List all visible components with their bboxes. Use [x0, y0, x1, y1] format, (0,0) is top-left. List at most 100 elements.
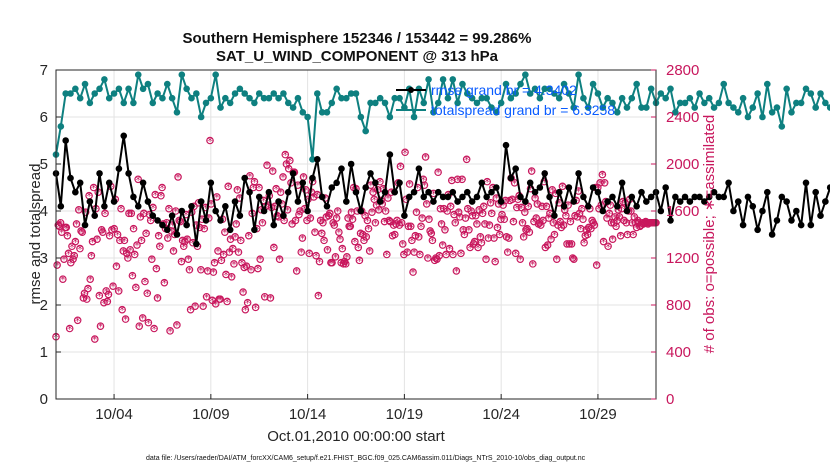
totalspread-point: [289, 104, 297, 111]
obs-assimilated-point: *: [165, 233, 171, 246]
obs-assimilated-point: *: [320, 217, 326, 230]
obs-assimilated-point: *: [243, 304, 249, 317]
obs-possible-point: [500, 215, 509, 224]
obs-possible-point: [244, 231, 253, 240]
totalspread-point: [497, 99, 505, 107]
obs-assimilated-point: *: [553, 188, 559, 201]
obs-possible-point: [401, 148, 409, 157]
obs-possible-point: [291, 216, 300, 225]
obs-assimilated-point: *: [130, 270, 136, 283]
obs-possible-point: [348, 215, 357, 224]
totalspread-point: [730, 104, 737, 111]
obs-possible-point: [422, 200, 431, 208]
obs-assimilated-point: *: [476, 204, 482, 217]
obs-possible-point: [250, 177, 259, 186]
obs-possible-point: [462, 155, 471, 164]
obs-assimilated-point: *: [562, 204, 568, 217]
obs-possible-point: [312, 251, 320, 260]
totalspread-point: [318, 109, 326, 116]
obs-assimilated-point: *: [342, 256, 348, 269]
obs-assimilated-point: *: [198, 264, 204, 277]
obs-assimilated-point: *: [386, 215, 392, 228]
obs-possible-point: [59, 275, 67, 283]
obs-assimilated-point: *: [616, 204, 622, 217]
rmse-point: [289, 170, 297, 177]
rmse-point: [551, 212, 558, 219]
obs-assimilated-point: *: [605, 241, 611, 254]
obs-assimilated-point: *: [77, 243, 83, 256]
rmse-point: [759, 207, 766, 215]
obs-possible-point: [320, 236, 328, 245]
rmse-point: [696, 193, 703, 201]
obs-possible-point: [544, 214, 553, 222]
obs-assimilated-point: *: [365, 215, 371, 228]
obs-possible-point: [335, 228, 343, 236]
obs-assimilated-point: *: [208, 198, 214, 211]
obs-possible-point: [160, 278, 169, 287]
obs-assimilated-point: *: [405, 247, 411, 260]
obs-assimilated-point: *: [65, 230, 71, 243]
rmse-point: [817, 212, 824, 219]
obs-assimilated-point: *: [433, 253, 439, 266]
obs-assimilated-point: *: [224, 296, 230, 309]
totalspread-point: [260, 94, 268, 102]
totalspread-point: [560, 80, 568, 88]
obs-assimilated-point: *: [515, 194, 521, 207]
obs-assimilated-point: *: [336, 227, 342, 240]
obs-assimilated-point: *: [295, 180, 301, 193]
rmse-point: [202, 217, 210, 224]
rmse-point: [168, 212, 176, 219]
totalspread-point: [110, 90, 118, 97]
obs-assimilated-point: *: [358, 228, 364, 241]
totalspread-point: [275, 94, 282, 102]
obs-possible-point: [256, 255, 264, 263]
totalspread-point: [125, 85, 132, 93]
obs-possible-point: [134, 175, 142, 184]
obs-possible-point: [297, 248, 306, 256]
obs-assimilated-point: *: [502, 214, 508, 227]
obs-possible-point: [148, 255, 156, 263]
obs-assimilated-point: *: [537, 217, 543, 230]
totalspread-point: [584, 104, 592, 111]
obs-assimilated-point: *: [223, 269, 229, 282]
obs-assimilated-point: *: [79, 227, 85, 240]
rmse-point: [483, 193, 490, 201]
obs-possible-point: [384, 194, 392, 202]
obs-assimilated-point: *: [377, 176, 383, 189]
obs-assimilated-point: *: [587, 203, 593, 216]
obs-assimilated-point: *: [100, 227, 106, 240]
y-axis-label-right: # of obs: o=possible; ∗=assimilated: [701, 115, 718, 354]
obs-possible-point: [86, 275, 95, 283]
obs-assimilated-point: *: [528, 183, 534, 196]
obs-assimilated-point: *: [211, 267, 217, 280]
rmse-point: [730, 207, 737, 215]
obs-possible-point: [286, 156, 294, 165]
rmse-point: [197, 198, 205, 205]
obs-assimilated-point: *: [229, 271, 235, 284]
obs-assimilated-point: *: [351, 182, 357, 195]
y-axis-right: 0 400 800 1200 1600 2000 2400 2800: [651, 62, 699, 408]
rmse-point: [526, 179, 534, 187]
obs-assimilated-point: *: [533, 213, 539, 226]
obs-possible-point: [458, 175, 466, 184]
rmse-point: [139, 179, 147, 187]
rmse-point: [507, 174, 515, 182]
obs-possible-point: [382, 250, 391, 259]
obs-possible-point: [441, 226, 449, 234]
obs-assimilated-point: *: [230, 243, 236, 256]
obs-possible-point: [375, 206, 383, 214]
obs-possible-point: [156, 242, 164, 251]
obs-assimilated-point: *: [256, 182, 262, 195]
obs-assimilated-point: *: [416, 231, 422, 244]
obs-possible-point: [566, 217, 575, 226]
obs-possible-point: [487, 209, 496, 218]
obs-possible-point: [395, 221, 404, 229]
obs-possible-point: [557, 223, 566, 232]
x-tick-label: 10/19: [386, 406, 424, 423]
obs-assimilated-point: *: [547, 208, 553, 221]
obs-assimilated-point: *: [630, 229, 636, 242]
obs-assimilated-point: *: [148, 215, 154, 228]
rmse-point: [701, 198, 708, 205]
obs-assimilated-point: *: [66, 248, 72, 261]
totalspread-point: [226, 99, 234, 107]
